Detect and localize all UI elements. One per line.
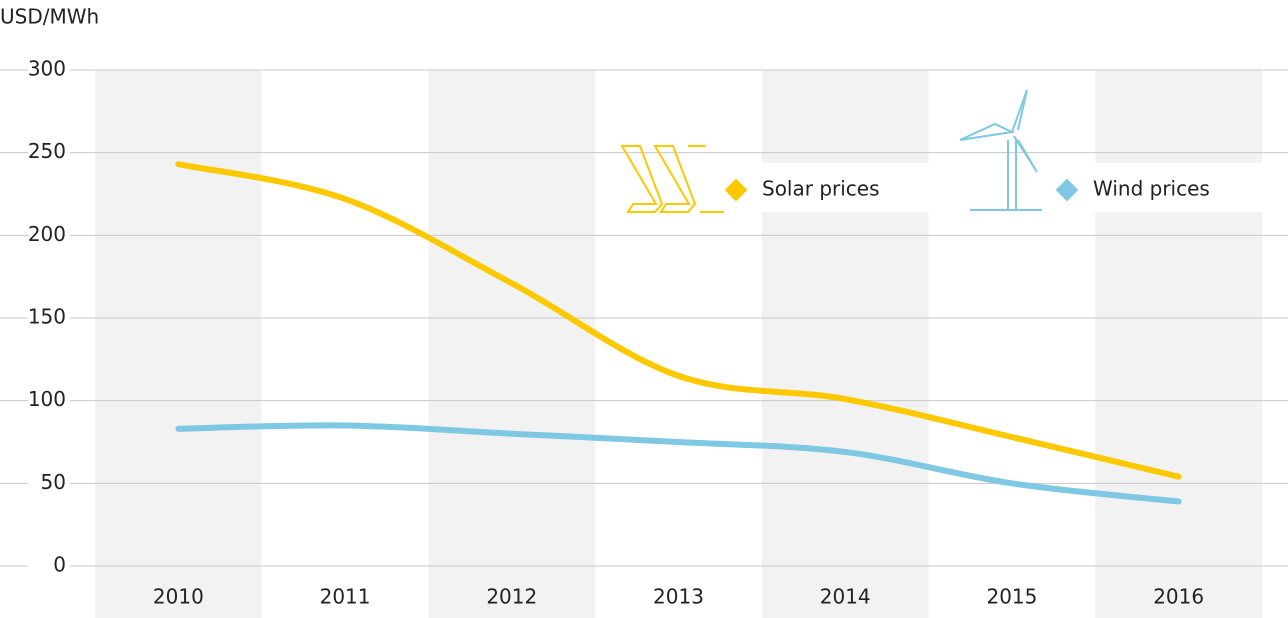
column-band	[1095, 70, 1262, 618]
x-tick-label: 2011	[320, 585, 371, 609]
y-tick-label: 50	[41, 470, 66, 494]
wind-icon	[959, 89, 1042, 211]
series-line	[175, 422, 1182, 505]
legend-background	[610, 163, 1262, 212]
x-tick-label: 2014	[820, 585, 871, 609]
y-tick-label: 250	[28, 139, 66, 163]
x-tick-label: 2013	[653, 585, 704, 609]
tick-label-background	[28, 141, 70, 164]
x-tick-label: 2016	[1153, 585, 1204, 609]
tick-label-background	[28, 472, 70, 495]
tick-label-background	[28, 59, 70, 81]
x-tick-label: 2010	[153, 585, 204, 609]
y-tick-label: 100	[28, 387, 66, 411]
tick-label-background	[28, 307, 70, 329]
x-tick-label: 2015	[986, 585, 1037, 609]
tick-label-background	[28, 224, 70, 247]
y-axis-label: USD/MWh	[0, 5, 99, 29]
y-tick-label: 300	[28, 57, 66, 81]
x-tick-label: 2012	[486, 585, 537, 609]
legend-label: Solar prices	[762, 177, 880, 201]
tick-label-background	[28, 555, 70, 577]
y-tick-label: 150	[28, 305, 66, 329]
y-tick-label: 200	[28, 222, 66, 246]
grid: 0 50 100 150 200 250 300	[0, 57, 1288, 577]
column-band	[428, 70, 596, 618]
series-line	[175, 161, 1182, 480]
tick-label-background	[28, 389, 70, 412]
column-band	[761, 70, 929, 618]
y-tick-label: 0	[53, 553, 66, 577]
legend-label: Wind prices	[1093, 177, 1210, 201]
solar-icon	[620, 145, 724, 213]
